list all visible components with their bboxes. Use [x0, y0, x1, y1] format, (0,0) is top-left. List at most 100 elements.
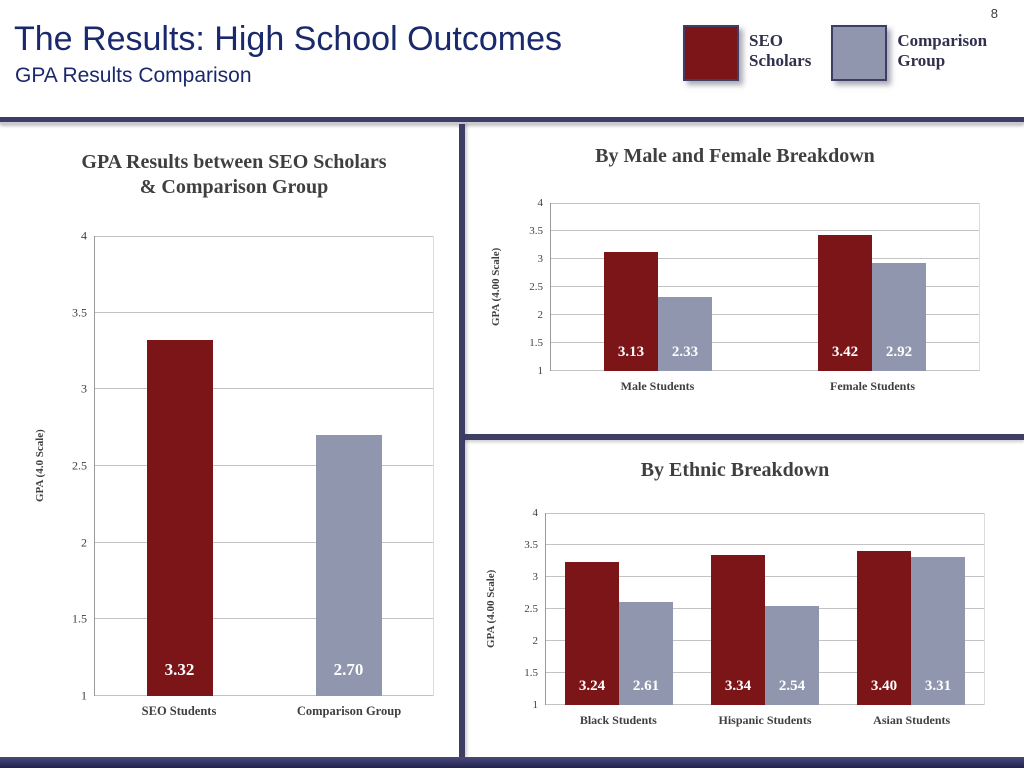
y-tick-label: 4	[81, 228, 87, 243]
bar-seo-scholars: 3.13	[604, 251, 658, 371]
bar-value-label: 3.32	[164, 660, 195, 679]
chart-title: By Ethnic Breakdown	[640, 459, 830, 481]
y-axis-title: GPA (4.0 Scale)	[34, 429, 46, 503]
gridline	[95, 541, 433, 543]
bar-comparison-group: 2.61	[619, 601, 673, 705]
legend-item-seo-scholars: SEO Scholars	[683, 25, 811, 81]
plot-column: 3.13 2.33 3.42 2.92 Male Students Female Stu…	[550, 203, 980, 394]
legend: SEO Scholars Comparison Group	[683, 25, 1007, 81]
gridline	[95, 388, 433, 390]
plot-area: 3.24 2.61 3.34 2.54 3.40 3.31	[545, 513, 985, 705]
bar-value-label: 3.31	[924, 678, 952, 694]
legend-swatch-seo-icon	[683, 25, 739, 81]
bar-value-label: 2.33	[671, 344, 699, 360]
y-tick-label: 2.5	[72, 458, 87, 473]
gridline	[551, 258, 979, 259]
gridline	[551, 203, 979, 204]
gridline	[95, 695, 433, 696]
gridline	[551, 370, 979, 371]
bar-value-label: 2.54	[778, 678, 806, 694]
bar-seo-scholars: 3.34	[711, 555, 765, 705]
gridline	[546, 513, 984, 514]
legend-swatch-comparison-icon	[831, 25, 888, 81]
gridline	[551, 230, 979, 231]
header-divider	[0, 117, 1024, 124]
page-number: 8	[990, 6, 998, 21]
x-category-label: Hispanic Students	[718, 713, 812, 727]
footer-bar	[0, 757, 1024, 768]
bar-groups: 3.13 2.33 3.42 2.92	[551, 203, 979, 371]
gridline	[551, 314, 979, 315]
chart-ethnic-breakdown: By Ethnic Breakdown GPA (4.00 Scale) 1 1.…	[485, 458, 985, 728]
bar-value-label: 2.70	[333, 660, 364, 679]
y-axis-tick-labels: 1 1.5 2 2.5 3 3.5 4	[516, 197, 550, 377]
x-category-label: Female Students	[830, 379, 915, 393]
y-tick-label: 1.5	[72, 611, 87, 626]
chart-body: GPA (4.00 Scale) 1 1.5 2 2.5 3 3.5 4 3.24 2.61 3…	[485, 507, 985, 728]
x-axis-labels: Black Students Hispanic Students Asian Stu…	[545, 713, 985, 728]
y-axis-tick-labels: 1 1.5 2 2.5 3 3.5 4	[60, 229, 94, 703]
bar-group-black-students: 3.24 2.61	[546, 513, 692, 705]
chart-gender-breakdown: By Male and Female Breakdown GPA (4.00 S…	[490, 144, 980, 394]
gridline	[95, 618, 433, 620]
gridline	[551, 286, 979, 287]
y-tick-label: 1	[537, 365, 544, 377]
chart-title: By Male and Female Breakdown	[595, 145, 875, 167]
bar-value-label: 3.42	[831, 344, 859, 360]
bar-comparison-group: 3.31	[911, 557, 965, 705]
gridline	[546, 544, 984, 545]
bar-comparison-group: 2.92	[872, 263, 926, 371]
chart-overall-gpa: GPA Results between SEO Scholars & Compa…	[34, 150, 434, 719]
y-tick-label: 3	[81, 381, 87, 396]
bar-value-label: 3.34	[724, 678, 752, 694]
y-tick-label: 3.5	[72, 305, 87, 320]
bar-seo-scholars: 3.40	[857, 551, 911, 705]
bar-group-hispanic-students: 3.34 2.54	[692, 513, 838, 705]
bar-comparison-group: 2.70	[315, 435, 382, 696]
gridline	[95, 465, 433, 466]
slide-header: 8 The Results: High School Outcomes GPA …	[0, 0, 1024, 117]
bar-group-asian-students: 3.40 3.31	[838, 513, 984, 705]
bar-groups: 3.24 2.61 3.34 2.54 3.40 3.31	[546, 513, 984, 705]
bar-value-label: 3.13	[617, 344, 645, 360]
bar-seo-scholars: 3.42	[818, 235, 872, 371]
bar-value-label: 3.40	[870, 678, 898, 694]
bar-group-seo-students: 3.32	[95, 236, 264, 696]
horizontal-divider	[465, 434, 1024, 440]
bar-group-comparison-group: 2.70	[264, 236, 433, 696]
x-category-label: Black Students	[579, 713, 657, 727]
slide-subtitle: GPA Results Comparison	[15, 64, 252, 87]
plot-column: 3.32 2.70 SEO Students Comparison Group	[94, 236, 434, 719]
plot-column: 3.24 2.61 3.34 2.54 3.40 3.31 Black Students H…	[545, 513, 985, 728]
bar-groups: 3.32 2.70	[95, 236, 433, 696]
plot-area: 3.13 2.33 3.42 2.92	[550, 203, 980, 371]
gridline	[95, 311, 433, 313]
chart-body: GPA (4.00 Scale) 1 1.5 2 2.5 3 3.5 4 3.13 2.33 3…	[490, 197, 980, 394]
y-tick-label: 2	[537, 309, 544, 321]
y-tick-label: 1.5	[529, 337, 543, 349]
y-axis-title: GPA (4.00 Scale)	[490, 247, 502, 327]
y-tick-label: 3	[532, 571, 539, 583]
gridline	[551, 342, 979, 343]
x-category-label: Male Students	[620, 379, 695, 393]
x-category-label: SEO Students	[141, 704, 217, 718]
slide-body: GPA Results between SEO Scholars & Compa…	[0, 124, 1024, 757]
y-tick-label: 1	[81, 688, 87, 703]
bar-value-label: 2.61	[632, 678, 660, 694]
panel-gender-breakdown: By Male and Female Breakdown GPA (4.00 S…	[465, 124, 1024, 434]
plot-area: 3.32 2.70	[94, 236, 434, 696]
legend-label-seo: SEO Scholars	[749, 31, 812, 71]
y-tick-label: 4	[537, 197, 544, 209]
bar-seo-scholars: 3.32	[146, 340, 213, 696]
bar-group-female-students: 3.42 2.92	[765, 203, 979, 371]
y-tick-label: 3.5	[529, 225, 543, 237]
y-tick-label: 3	[537, 253, 544, 265]
panel-ethnic-breakdown: By Ethnic Breakdown GPA (4.00 Scale) 1 1.…	[465, 440, 1024, 757]
y-tick-label: 1.5	[524, 667, 538, 679]
y-tick-label: 2	[81, 535, 87, 550]
right-column: By Male and Female Breakdown GPA (4.00 S…	[465, 124, 1024, 757]
panel-overall-gpa: GPA Results between SEO Scholars & Compa…	[0, 124, 459, 757]
slide-title: The Results: High School Outcomes	[14, 20, 563, 58]
chart-title: GPA Results between SEO Scholars & Compa…	[81, 151, 387, 198]
